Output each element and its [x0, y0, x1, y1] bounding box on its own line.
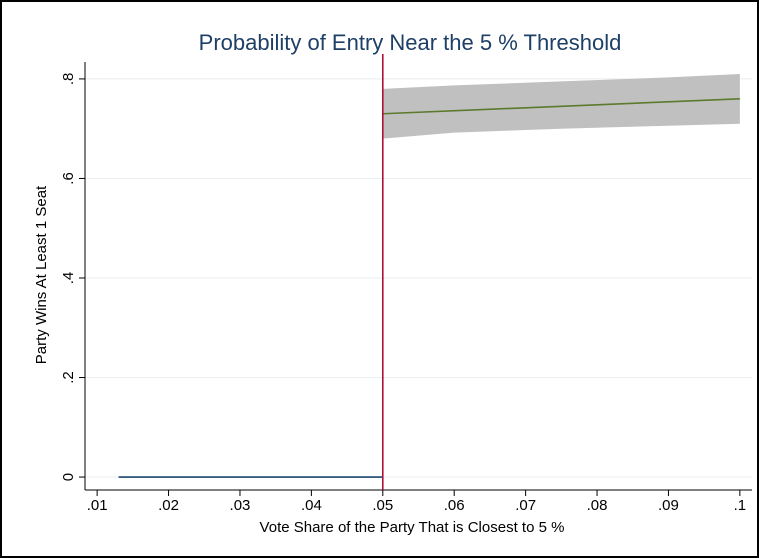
x-tick-label: .06 — [444, 497, 465, 514]
y-tick-label: .2 — [60, 371, 77, 384]
x-tick-label: .03 — [230, 497, 251, 514]
x-tick-label: .07 — [515, 497, 536, 514]
chart-title: Probability of Entry Near the 5 % Thresh… — [199, 30, 622, 55]
x-tick-label: .08 — [587, 497, 608, 514]
x-tick-label: .1 — [734, 497, 747, 514]
x-tick-label: .09 — [658, 497, 679, 514]
y-tick-label: .8 — [60, 73, 77, 86]
x-tick-label: .02 — [158, 497, 179, 514]
y-tick-label: 0 — [60, 473, 77, 481]
x-axis-title: Vote Share of the Party That is Closest … — [260, 519, 565, 536]
y-tick-label: .4 — [60, 272, 77, 285]
y-axis-title: Party Wins At Least 1 Seat — [33, 185, 50, 364]
x-tick-label: .01 — [87, 497, 108, 514]
line-series — [382, 98, 740, 115]
x-tick-label: .04 — [301, 497, 322, 514]
x-tick-label: .05 — [372, 497, 393, 514]
y-tick-label: .6 — [60, 172, 77, 185]
